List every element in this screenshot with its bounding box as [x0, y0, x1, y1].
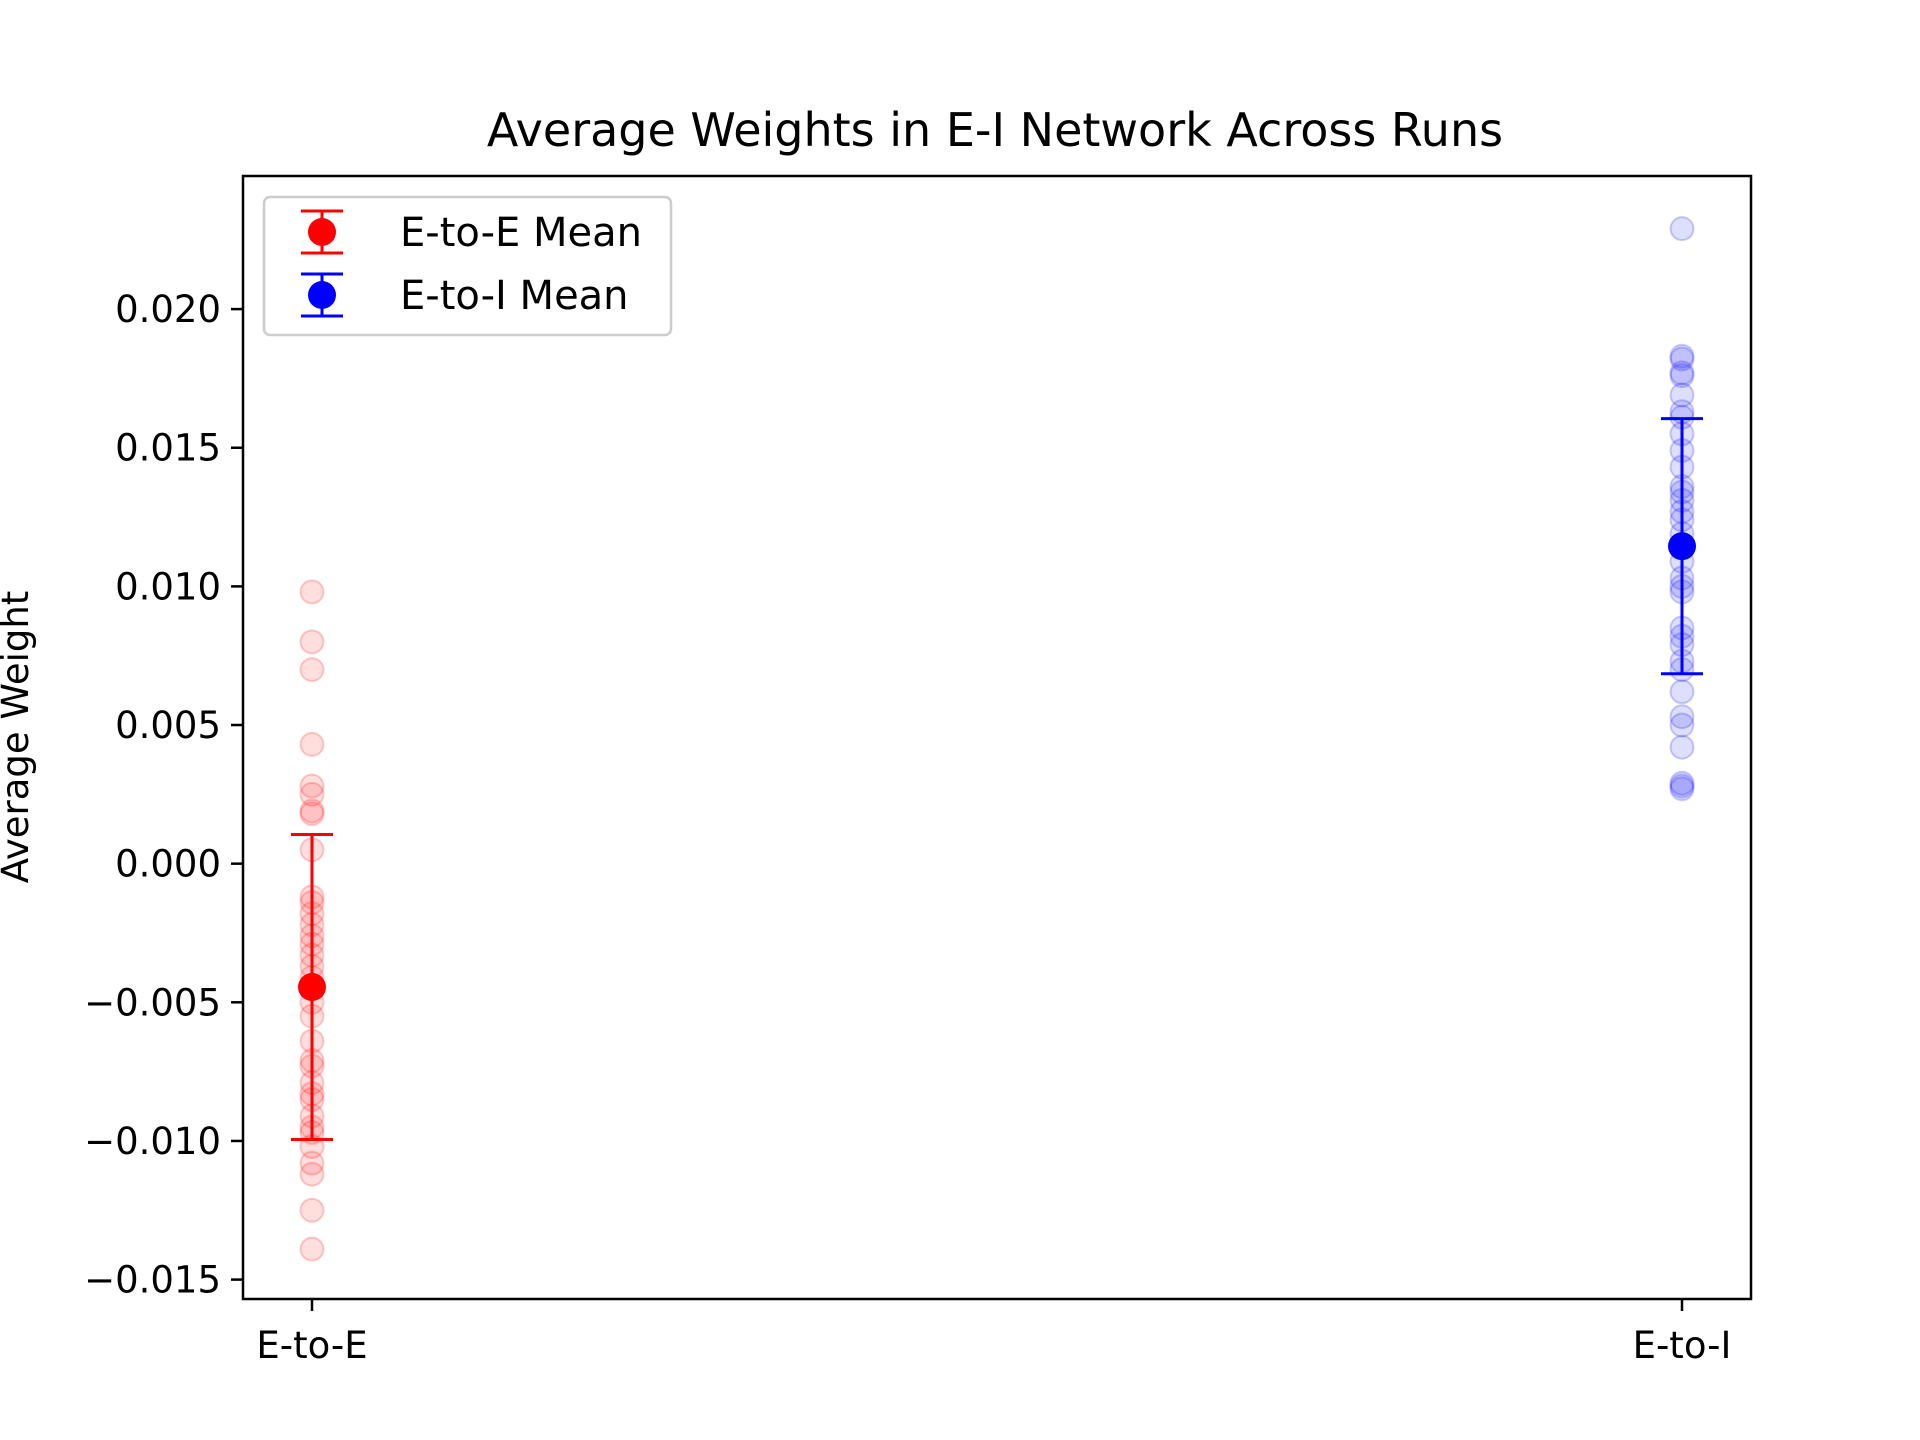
- x-tick-label: E-to-I: [1633, 1324, 1732, 1367]
- scatter-point: [299, 657, 325, 683]
- scatter-point: [1669, 734, 1695, 760]
- mean-marker: [1668, 532, 1696, 561]
- y-tick-label: 0.015: [115, 427, 221, 470]
- scatter-point: [1669, 704, 1695, 730]
- scatter-point: [299, 579, 325, 605]
- scatter-point: [1669, 712, 1695, 738]
- scatter-point: [299, 798, 325, 824]
- x-axis: E-to-E E-to-I: [256, 1299, 1731, 1367]
- scatter-point: [1669, 363, 1695, 389]
- scatter-point: [1669, 382, 1695, 408]
- y-axis: −0.015 −0.010 −0.005 0.000 0.005 0.010 0.015 0.…: [84, 288, 243, 1302]
- legend-label: E-to-I Mean: [400, 273, 629, 319]
- scatter-point: [1669, 776, 1695, 802]
- scatter-point: [299, 1197, 325, 1223]
- scatter-point: [299, 1236, 325, 1262]
- legend-box: [262, 195, 673, 337]
- legend-marker-icon: [308, 281, 336, 309]
- scatter-point: [299, 629, 325, 655]
- scatter-point: [1669, 770, 1695, 796]
- scatter-point: [1669, 216, 1695, 242]
- scatter-point: [1669, 343, 1695, 369]
- scatter-point: [299, 781, 325, 807]
- y-axis-title: Average Weight: [0, 591, 37, 884]
- scatter-point: [299, 731, 325, 757]
- y-tick-label: 0.005: [115, 704, 221, 747]
- legend-marker-icon: [308, 218, 336, 246]
- scatter-point: [299, 1150, 325, 1176]
- legend-label: E-to-E Mean: [400, 210, 642, 256]
- scatter-point: [1669, 773, 1695, 799]
- plot-area: [291, 216, 1703, 1262]
- y-tick-label: 0.020: [115, 288, 221, 331]
- legend: E-to-E Mean E-to-I Mean: [262, 195, 673, 337]
- scatter-point: [1669, 679, 1695, 705]
- scatter-point: [1669, 346, 1695, 372]
- mean-marker: [298, 973, 326, 1002]
- chart-title: Average Weights in E-I Network Across Ru…: [487, 103, 1503, 157]
- y-tick-label: −0.010: [84, 1120, 221, 1163]
- scatter-point: [299, 773, 325, 799]
- plot-frame: [241, 174, 1753, 1301]
- y-tick-label: −0.015: [84, 1259, 221, 1302]
- scatter-point: [299, 801, 325, 827]
- scatter-point: [1669, 360, 1695, 386]
- x-tick-label: E-to-E: [256, 1324, 367, 1367]
- y-tick-label: −0.005: [84, 981, 221, 1024]
- scatter-point: [299, 1161, 325, 1187]
- y-tick-label: 0.010: [115, 565, 221, 608]
- y-tick-label: 0.000: [115, 843, 221, 886]
